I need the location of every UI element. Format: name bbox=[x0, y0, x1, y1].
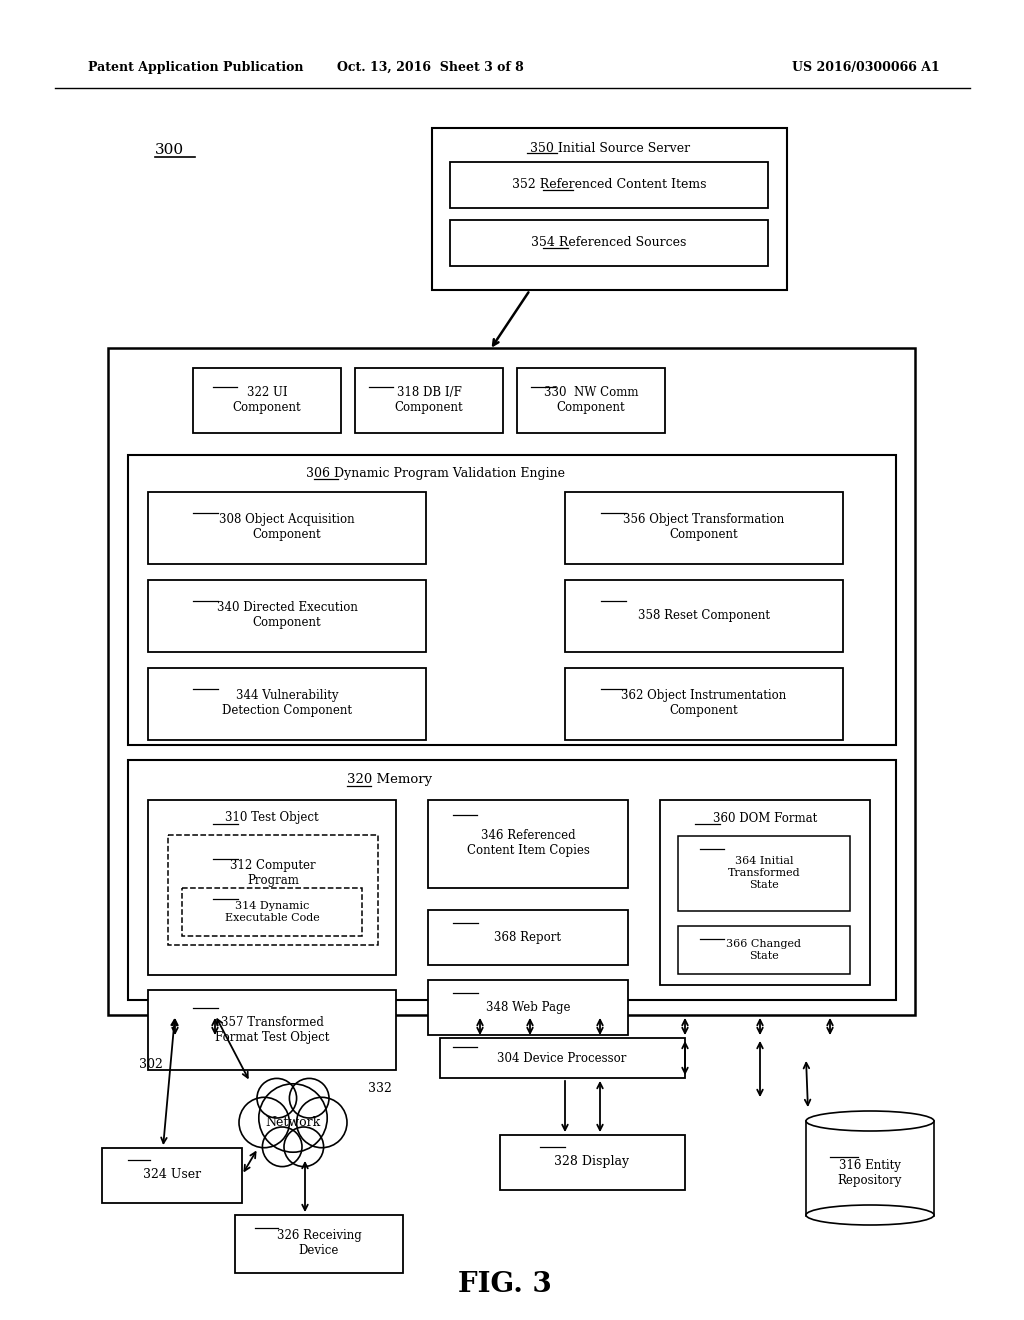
Text: 354 Referenced Sources: 354 Referenced Sources bbox=[531, 236, 687, 249]
Bar bbox=[678, 836, 850, 911]
Ellipse shape bbox=[806, 1111, 934, 1131]
Circle shape bbox=[262, 1127, 302, 1167]
Text: FIG. 3: FIG. 3 bbox=[458, 1271, 552, 1299]
Circle shape bbox=[257, 1078, 297, 1118]
Text: 346 Referenced
Content Item Copies: 346 Referenced Content Item Copies bbox=[467, 829, 590, 857]
Bar bbox=[234, 1214, 403, 1272]
Text: 350 Initial Source Server: 350 Initial Source Server bbox=[530, 141, 690, 154]
Circle shape bbox=[290, 1078, 329, 1118]
Circle shape bbox=[259, 1084, 328, 1152]
Text: 304 Device Processor: 304 Device Processor bbox=[498, 1052, 627, 1064]
Bar bbox=[428, 909, 628, 965]
Text: 357 Transformed
Format Test Object: 357 Transformed Format Test Object bbox=[215, 1016, 329, 1044]
Bar bbox=[128, 455, 896, 744]
Bar bbox=[565, 492, 843, 564]
Bar bbox=[128, 760, 896, 1001]
Text: 316 Entity
Repository: 316 Entity Repository bbox=[838, 1159, 902, 1187]
Text: 308 Object Acquisition
Component: 308 Object Acquisition Component bbox=[219, 513, 354, 541]
Text: 300: 300 bbox=[155, 143, 184, 157]
Text: Network: Network bbox=[265, 1117, 321, 1130]
Bar bbox=[678, 927, 850, 974]
Text: 348 Web Page: 348 Web Page bbox=[485, 1001, 570, 1014]
Bar bbox=[148, 668, 426, 741]
Text: 358 Reset Component: 358 Reset Component bbox=[638, 610, 770, 623]
Text: 320 Memory: 320 Memory bbox=[347, 774, 432, 787]
Bar bbox=[432, 128, 787, 290]
Text: 324 User: 324 User bbox=[143, 1168, 201, 1181]
Bar bbox=[565, 579, 843, 652]
Bar bbox=[168, 836, 378, 945]
Text: 314 Dynamic
Executable Code: 314 Dynamic Executable Code bbox=[224, 902, 319, 923]
Bar bbox=[450, 220, 768, 267]
Text: 364 Initial
Transformed
State: 364 Initial Transformed State bbox=[728, 857, 801, 890]
Text: 332: 332 bbox=[368, 1081, 392, 1094]
Bar bbox=[148, 990, 396, 1071]
Bar bbox=[440, 1038, 685, 1078]
Text: 328 Display: 328 Display bbox=[554, 1155, 630, 1168]
Bar bbox=[355, 368, 503, 433]
Text: 326 Receiving
Device: 326 Receiving Device bbox=[276, 1229, 361, 1257]
Bar bbox=[660, 800, 870, 985]
Text: 360 DOM Format: 360 DOM Format bbox=[713, 812, 817, 825]
Text: 312 Computer
Program: 312 Computer Program bbox=[230, 859, 315, 887]
Bar bbox=[428, 800, 628, 888]
Text: US 2016/0300066 A1: US 2016/0300066 A1 bbox=[793, 61, 940, 74]
Text: 344 Vulnerability
Detection Component: 344 Vulnerability Detection Component bbox=[222, 689, 352, 717]
Bar bbox=[806, 1121, 934, 1216]
Bar bbox=[517, 368, 665, 433]
Text: 302: 302 bbox=[139, 1059, 163, 1072]
Bar bbox=[108, 348, 915, 1015]
Bar bbox=[565, 668, 843, 741]
Bar bbox=[148, 579, 426, 652]
Text: 318 DB I/F
Component: 318 DB I/F Component bbox=[394, 385, 463, 414]
Bar bbox=[193, 368, 341, 433]
Bar bbox=[500, 1135, 685, 1191]
Text: Patent Application Publication: Patent Application Publication bbox=[88, 61, 303, 74]
Text: 330  NW Comm
Component: 330 NW Comm Component bbox=[544, 385, 638, 414]
Text: 368 Report: 368 Report bbox=[495, 931, 561, 944]
Text: 310 Test Object: 310 Test Object bbox=[225, 812, 318, 825]
Text: 306 Dynamic Program Validation Engine: 306 Dynamic Program Validation Engine bbox=[305, 466, 564, 479]
Bar bbox=[148, 492, 426, 564]
Bar bbox=[182, 888, 362, 936]
Bar bbox=[450, 162, 768, 209]
Text: 352 Referenced Content Items: 352 Referenced Content Items bbox=[512, 178, 707, 191]
Bar bbox=[102, 1148, 242, 1203]
Circle shape bbox=[239, 1097, 290, 1147]
Text: 340 Directed Execution
Component: 340 Directed Execution Component bbox=[216, 601, 357, 630]
Ellipse shape bbox=[806, 1205, 934, 1225]
Text: 362 Object Instrumentation
Component: 362 Object Instrumentation Component bbox=[622, 689, 786, 717]
Bar bbox=[428, 979, 628, 1035]
Text: Oct. 13, 2016  Sheet 3 of 8: Oct. 13, 2016 Sheet 3 of 8 bbox=[337, 61, 523, 74]
Text: 356 Object Transformation
Component: 356 Object Transformation Component bbox=[624, 513, 784, 541]
Bar bbox=[148, 800, 396, 975]
Circle shape bbox=[297, 1097, 347, 1147]
Text: 322 UI
Component: 322 UI Component bbox=[232, 385, 301, 414]
Circle shape bbox=[284, 1127, 324, 1167]
Text: 366 Changed
State: 366 Changed State bbox=[726, 940, 802, 961]
